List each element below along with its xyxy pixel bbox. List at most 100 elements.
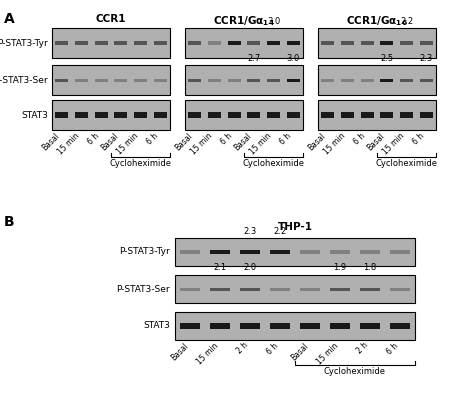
Bar — [240, 288, 260, 290]
Bar — [208, 79, 221, 82]
Bar — [321, 41, 334, 45]
Bar — [360, 323, 380, 329]
Text: 2.5: 2.5 — [380, 54, 393, 63]
Bar — [134, 79, 147, 82]
Text: 15 min: 15 min — [248, 131, 273, 156]
Bar — [400, 41, 413, 45]
Bar — [330, 323, 350, 329]
Text: 6 h: 6 h — [278, 131, 293, 146]
Text: P-STAT3-Tyr: P-STAT3-Tyr — [119, 248, 170, 257]
Bar — [95, 79, 108, 82]
Text: 15 min: 15 min — [115, 131, 140, 156]
Bar — [75, 112, 88, 118]
Text: 15 min: 15 min — [56, 131, 82, 156]
Bar — [287, 112, 300, 118]
Bar — [75, 79, 88, 82]
Bar — [247, 79, 260, 82]
Bar — [55, 79, 68, 82]
Text: 6 h: 6 h — [411, 131, 426, 146]
Bar — [300, 323, 320, 329]
Text: P-STAT3-Tyr: P-STAT3-Tyr — [0, 38, 48, 47]
Text: 15 min: 15 min — [190, 131, 215, 156]
Bar — [361, 79, 374, 82]
Bar — [341, 41, 354, 45]
Bar — [400, 79, 413, 82]
Text: 2.3: 2.3 — [243, 227, 256, 236]
Text: 2.0: 2.0 — [244, 264, 256, 272]
Text: 6 h: 6 h — [219, 131, 234, 146]
Bar — [175, 312, 415, 340]
Text: CCR1/G$\mathbf{\alpha_{16}}$: CCR1/G$\mathbf{\alpha_{16}}$ — [346, 14, 408, 28]
Bar — [210, 323, 230, 329]
Text: Basal: Basal — [169, 341, 190, 362]
Text: 2 h: 2 h — [235, 341, 250, 356]
Bar — [210, 288, 230, 290]
Bar — [341, 112, 354, 118]
Bar — [381, 79, 393, 82]
Bar — [228, 41, 241, 45]
Text: Basal: Basal — [366, 131, 387, 152]
Bar — [208, 41, 221, 45]
Bar — [330, 250, 350, 254]
Bar — [318, 65, 436, 95]
Bar — [228, 112, 241, 118]
Bar — [270, 288, 290, 290]
Bar — [321, 112, 334, 118]
Bar — [75, 41, 88, 45]
Text: 3.0: 3.0 — [267, 16, 280, 26]
Text: THP-1: THP-1 — [277, 222, 312, 232]
Bar — [185, 100, 303, 130]
Bar — [134, 112, 147, 118]
Text: 15 min: 15 min — [322, 131, 347, 156]
Text: STAT3: STAT3 — [21, 110, 48, 119]
Text: Basal: Basal — [173, 131, 195, 152]
Text: 2.2: 2.2 — [273, 227, 287, 236]
Text: Basal: Basal — [41, 131, 62, 152]
Text: 15 min: 15 min — [382, 131, 407, 156]
Bar — [175, 275, 415, 303]
Bar — [240, 250, 260, 254]
Bar — [180, 288, 200, 290]
Bar — [175, 238, 415, 266]
Bar — [318, 28, 436, 58]
Bar — [114, 79, 127, 82]
Text: 2.2: 2.2 — [400, 16, 413, 26]
Text: 6 h: 6 h — [265, 341, 280, 356]
Text: CCR1/G$\mathbf{\alpha_{14}}$: CCR1/G$\mathbf{\alpha_{14}}$ — [213, 14, 275, 28]
Bar — [185, 28, 303, 58]
Bar — [114, 112, 127, 118]
Text: 1.8: 1.8 — [364, 264, 377, 272]
Bar — [360, 250, 380, 254]
Text: Cycloheximide: Cycloheximide — [375, 159, 438, 168]
Bar — [189, 112, 201, 118]
Text: A: A — [4, 12, 15, 26]
Bar — [154, 112, 166, 118]
Text: Basal: Basal — [289, 341, 310, 362]
Bar — [287, 41, 300, 45]
Text: B: B — [4, 215, 15, 229]
Bar — [360, 288, 380, 290]
Bar — [180, 250, 200, 254]
Bar — [154, 79, 166, 82]
Bar — [247, 41, 260, 45]
Text: Cycloheximide: Cycloheximide — [324, 367, 386, 376]
Bar — [270, 323, 290, 329]
Text: P-STAT3-Ser: P-STAT3-Ser — [0, 75, 48, 84]
Bar — [390, 288, 410, 290]
Text: 2 h: 2 h — [355, 341, 370, 356]
Bar — [381, 41, 393, 45]
Bar — [267, 112, 280, 118]
Bar — [267, 79, 280, 82]
Bar — [270, 250, 290, 254]
Text: Basal: Basal — [100, 131, 121, 152]
Bar — [240, 323, 260, 329]
Text: CCR1: CCR1 — [96, 14, 126, 24]
Bar — [189, 79, 201, 82]
Bar — [134, 41, 147, 45]
Bar — [381, 112, 393, 118]
Bar — [208, 112, 221, 118]
Bar — [210, 250, 230, 254]
Bar — [420, 112, 433, 118]
Bar — [52, 28, 170, 58]
Text: 6 h: 6 h — [86, 131, 101, 146]
